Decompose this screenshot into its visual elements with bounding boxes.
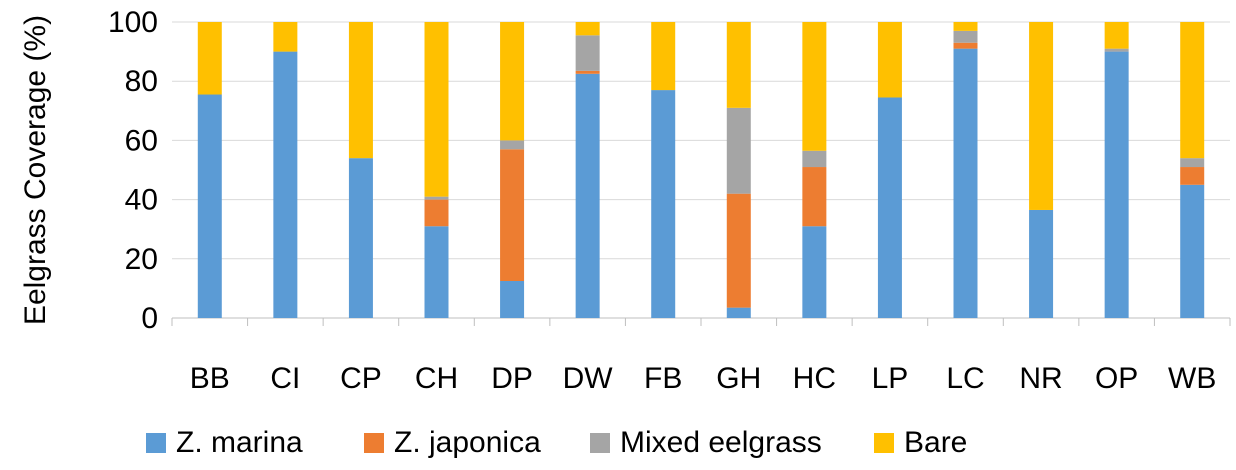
x-tick-label-fb: FB	[644, 362, 682, 395]
bar-segment-bare-lc	[953, 22, 978, 31]
x-tick-label-bb: BB	[190, 362, 230, 395]
bar-segment-bare-bb	[197, 22, 222, 95]
bar-segment-z-japonica-dp	[500, 149, 525, 281]
bar-segment-bare-lp	[877, 22, 902, 98]
x-tick-label-ci: CI	[270, 362, 300, 395]
bar-segment-bare-wb	[1180, 22, 1205, 159]
legend-swatch	[590, 433, 610, 453]
legend-label: Z. marina	[176, 426, 303, 459]
bar-segment-mixed-eelgrass-gh	[726, 107, 751, 194]
x-tick-label-gh: GH	[716, 362, 761, 395]
bar-segment-mixed-eelgrass-wb	[1180, 158, 1205, 168]
bar-segment-z-marina-ch	[424, 226, 449, 318]
bars	[197, 22, 1205, 319]
legend: Z. marina Z. japonica Mixed eelgrass Bare	[146, 426, 967, 459]
bar-segment-z-marina-lc	[953, 48, 978, 318]
bar-segment-mixed-eelgrass-hc	[802, 150, 827, 168]
gridlines	[172, 21, 1230, 319]
bar-segment-z-japonica-wb	[1180, 167, 1205, 185]
bar-segment-bare-ci	[273, 22, 298, 52]
legend-swatch	[874, 433, 894, 453]
bar-segment-mixed-eelgrass-ch	[424, 196, 449, 200]
bar-segment-bare-fb	[651, 22, 676, 91]
y-tick-label: 0	[141, 302, 158, 335]
y-axis-title: Eelgrass Coverage (%)	[19, 15, 52, 325]
x-tick-label-dw: DW	[563, 362, 614, 395]
bar-segment-mixed-eelgrass-lc	[953, 30, 978, 43]
bar-segment-z-marina-gh	[726, 307, 751, 318]
bar-segment-bare-ch	[424, 22, 449, 197]
bar-segment-z-japonica-lc	[953, 42, 978, 49]
x-axis: BB CI CP CH DP DW FB GH HC LP LC NR OP WB	[171, 318, 1231, 395]
x-tick-label-lc: LC	[946, 362, 984, 395]
legend-item-z-japonica: Z. japonica	[364, 426, 541, 459]
bar-segment-z-japonica-gh	[726, 193, 751, 308]
bar-segment-z-marina-ci	[273, 51, 298, 318]
bar-segment-z-marina-bb	[197, 94, 222, 319]
bar-segment-z-marina-wb	[1180, 184, 1205, 318]
x-tick-label-ch: CH	[415, 362, 458, 395]
bar-segment-bare-op	[1104, 22, 1129, 49]
legend-swatch	[146, 433, 166, 453]
y-tick-label: 60	[125, 124, 158, 157]
bar-segment-bare-dp	[500, 22, 525, 141]
legend-label: Mixed eelgrass	[620, 426, 822, 459]
x-tick-label-dp: DP	[491, 362, 533, 395]
bar-segment-z-marina-dw	[575, 73, 600, 318]
bar-segment-mixed-eelgrass-dw	[575, 35, 600, 71]
legend-swatch	[364, 433, 384, 453]
x-tick-label-nr: NR	[1019, 362, 1062, 395]
y-tick-label: 100	[108, 6, 158, 39]
bar-segment-z-japonica-dw	[575, 70, 600, 74]
bar-segment-z-marina-dp	[500, 281, 525, 318]
bar-segment-mixed-eelgrass-dp	[500, 140, 525, 150]
x-tick-label-hc: HC	[793, 362, 836, 395]
y-tick-label: 40	[125, 184, 158, 217]
bar-segment-z-marina-hc	[802, 226, 827, 318]
bar-segment-bare-dw	[575, 22, 600, 36]
bar-segment-z-marina-lp	[877, 97, 902, 318]
bar-segment-z-marina-cp	[348, 158, 373, 318]
x-tick-label-op: OP	[1095, 362, 1138, 395]
legend-item-bare: Bare	[874, 426, 967, 459]
x-tick-label-wb: WB	[1168, 362, 1216, 395]
x-tick-label-cp: CP	[340, 362, 382, 395]
bar-segment-z-marina-fb	[651, 90, 676, 318]
legend-label: Z. japonica	[394, 426, 541, 459]
bar-segment-bare-gh	[726, 22, 751, 108]
bar-segment-z-japonica-ch	[424, 199, 449, 227]
y-axis: 0 20 40 60 80 100	[108, 6, 158, 335]
bar-segment-mixed-eelgrass-op	[1104, 48, 1129, 52]
y-tick-label: 20	[125, 243, 158, 276]
bar-segment-z-japonica-hc	[802, 167, 827, 227]
legend-label: Bare	[904, 426, 967, 459]
legend-item-z-marina: Z. marina	[146, 426, 303, 459]
legend-item-mixed-eelgrass: Mixed eelgrass	[590, 426, 822, 459]
y-tick-label: 80	[125, 65, 158, 98]
x-tick-label-lp: LP	[872, 362, 909, 395]
bar-segment-bare-hc	[802, 22, 827, 151]
bar-segment-z-marina-nr	[1029, 209, 1054, 318]
bar-segment-bare-nr	[1029, 22, 1054, 210]
bar-segment-bare-cp	[348, 22, 373, 159]
bar-segment-z-marina-op	[1104, 51, 1129, 318]
